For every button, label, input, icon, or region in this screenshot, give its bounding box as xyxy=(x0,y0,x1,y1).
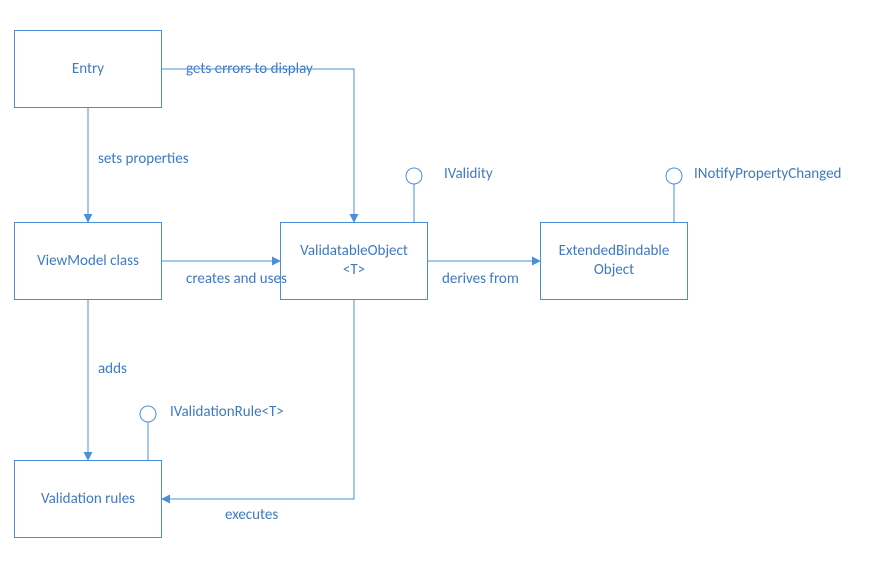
edge-label-creates-uses: creates and uses xyxy=(186,270,287,288)
node-entry: Entry xyxy=(14,30,162,108)
node-viewmodel-label: ViewModel class xyxy=(37,252,139,271)
node-extbindable-label: ExtendedBindableObject xyxy=(559,242,670,280)
node-rules-label: Validation rules xyxy=(41,490,135,509)
edge-label-sets-properties: sets properties xyxy=(98,150,189,168)
node-extended-bindable: ExtendedBindableObject xyxy=(540,222,688,300)
interface-label-ivalidity: IValidity xyxy=(444,165,493,183)
node-validatable-object: ValidatableObject<T> xyxy=(280,222,428,300)
edge-label-gets-errors: gets errors to display xyxy=(186,60,313,78)
node-validatable-label: ValidatableObject<T> xyxy=(300,242,408,280)
edge-label-derives-from: derives from xyxy=(442,270,519,288)
node-entry-label: Entry xyxy=(72,60,104,79)
interface-label-inotify: INotifyPropertyChanged xyxy=(694,165,841,183)
edge-label-executes: executes xyxy=(225,506,278,524)
node-validation-rules: Validation rules xyxy=(14,460,162,538)
node-viewmodel: ViewModel class xyxy=(14,222,162,300)
edge-label-adds: adds xyxy=(98,360,127,378)
interface-label-ivalidationrule: IValidationRule<T> xyxy=(170,403,284,421)
